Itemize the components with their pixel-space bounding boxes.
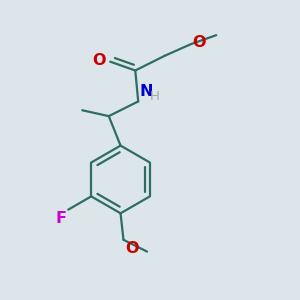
Text: F: F xyxy=(56,211,67,226)
Text: O: O xyxy=(193,35,206,50)
Text: N: N xyxy=(140,84,153,99)
Text: O: O xyxy=(125,241,139,256)
Text: H: H xyxy=(149,90,159,103)
Text: O: O xyxy=(92,53,106,68)
